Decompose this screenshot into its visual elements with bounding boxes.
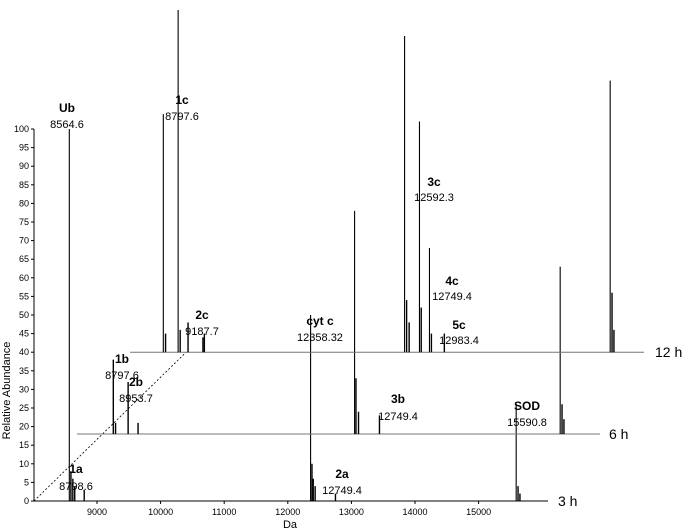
trace-12-h: 12 h	[130, 9, 682, 360]
peak-id-label: SOD	[514, 399, 540, 413]
y-tick-label: 15	[19, 440, 29, 450]
peak-id-label: 3b	[391, 392, 405, 406]
peak-id-label: cyt c	[306, 314, 334, 328]
peak-mass-label: 12749.4	[378, 411, 418, 423]
peak-annotation-4c: 4c 12749.4	[432, 274, 472, 303]
peak-annotations: Ub 8564.6 cyt c 12358.32 SOD 15590.8 1a 8798.6 2…	[50, 93, 547, 497]
peak-mass-label: 8953.7	[119, 393, 153, 405]
x-tick-label: 14000	[402, 507, 427, 517]
perspective-guide	[33, 351, 187, 502]
y-tick-label: 75	[19, 217, 29, 227]
y-tick-label: 45	[19, 329, 29, 339]
y-tick-label: 65	[19, 254, 29, 264]
trace-label: 12 h	[655, 344, 682, 360]
peak-id-label: 1b	[115, 352, 129, 366]
peak-annotation-1c: 1c 8797.6	[165, 93, 199, 123]
peak-id-label: 4c	[445, 274, 459, 288]
peak-mass-label: 12983.4	[439, 335, 479, 347]
trace-label: 3 h	[558, 493, 577, 509]
y-tick-label: 25	[19, 403, 29, 413]
peak-mass-label: 12358.32	[297, 332, 343, 344]
y-tick-label: 50	[19, 310, 29, 320]
peak-annotation-SOD: SOD 15590.8	[507, 399, 547, 429]
y-tick-label: 95	[19, 143, 29, 153]
peak-mass-label: 12749.4	[322, 485, 362, 497]
x-tick-label: 13000	[339, 507, 364, 517]
x-tick-label: 9000	[87, 507, 107, 517]
peak-annotation-1a: 1a 8798.6	[59, 462, 93, 493]
y-tick-label: 55	[19, 291, 29, 301]
peak-annotation-Ub: Ub 8564.6	[50, 101, 84, 131]
peak-annotation-3c: 3c 12592.3	[414, 175, 454, 204]
peak-mass-label: 8797.6	[165, 111, 199, 123]
peak-annotation-2c: 2c 9187.7	[185, 308, 219, 338]
y-tick-label: 0	[24, 496, 29, 506]
trace-3-h: 3 h	[34, 129, 577, 509]
peak-annotation-1b: 1b 8797.6	[105, 352, 139, 382]
peak-mass-label: 12749.4	[432, 291, 472, 303]
peak-id-label: 5c	[452, 318, 466, 332]
peak-mass-label: 8798.6	[59, 481, 93, 493]
peak-mass-label: 9187.7	[185, 326, 219, 338]
peak-id-label: 3c	[427, 175, 441, 189]
x-tick-label: 15000	[466, 507, 491, 517]
peak-annotation-2a: 2a 12749.4	[322, 467, 362, 497]
y-tick-label: 5	[24, 477, 29, 487]
peak-id-label: 2c	[195, 308, 209, 322]
y-tick-label: 100	[14, 124, 29, 134]
perspective-dotted-line	[33, 351, 187, 502]
y-tick-label: 60	[19, 273, 29, 283]
peak-id-label: 1a	[69, 462, 83, 476]
y-tick-label: 70	[19, 236, 29, 246]
y-tick-label: 80	[19, 198, 29, 208]
x-tick-label: 12000	[275, 507, 300, 517]
y-axis-title: Relative Abundance	[1, 342, 13, 440]
axes: 0 5 10 15 20 25 30 35 40 45 50 55 60 65 70 75 80 85 90 95 10…	[1, 124, 548, 531]
x-axis-title: Da	[283, 519, 298, 531]
peak-annotation-3b: 3b 12749.4	[378, 392, 418, 423]
y-tick-label: 30	[19, 384, 29, 394]
peak-mass-label: 15590.8	[507, 417, 547, 429]
peak-id-label: Ub	[59, 101, 75, 115]
trace-label: 6 h	[609, 426, 628, 442]
peak-id-label: 1c	[175, 93, 189, 107]
spectrum-traces: 3 h 6 h 12 h	[34, 9, 682, 509]
x-ticks: 9000 10000 11000 12000 13000 14000 15000	[87, 501, 491, 517]
y-tick-label: 35	[19, 366, 29, 376]
x-tick-label: 11000	[212, 507, 236, 517]
peak-mass-label: 8797.6	[105, 370, 139, 382]
y-tick-label: 90	[19, 161, 29, 171]
peak-mass-label: 12592.3	[414, 192, 454, 204]
peak-annotation-cyt-c: cyt c 12358.32	[297, 314, 343, 344]
x-tick-label: 10000	[148, 507, 173, 517]
peak-annotation-5c: 5c 12983.4	[439, 318, 479, 347]
peak-id-label: 2a	[335, 467, 349, 481]
y-tick-label: 20	[19, 422, 29, 432]
trace-6-h: 6 h	[77, 210, 628, 442]
y-tick-label: 10	[19, 459, 29, 469]
y-ticks: 0 5 10 15 20 25 30 35 40 45 50 55 60 65 70 75 80 85 90 95 10…	[14, 124, 34, 506]
y-tick-label: 85	[19, 180, 29, 190]
y-tick-label: 40	[19, 347, 29, 357]
peak-annotation-2b: 2b 8953.7	[119, 375, 153, 405]
peak-mass-label: 8564.6	[50, 119, 84, 131]
peak-id-label: 2b	[129, 375, 143, 389]
